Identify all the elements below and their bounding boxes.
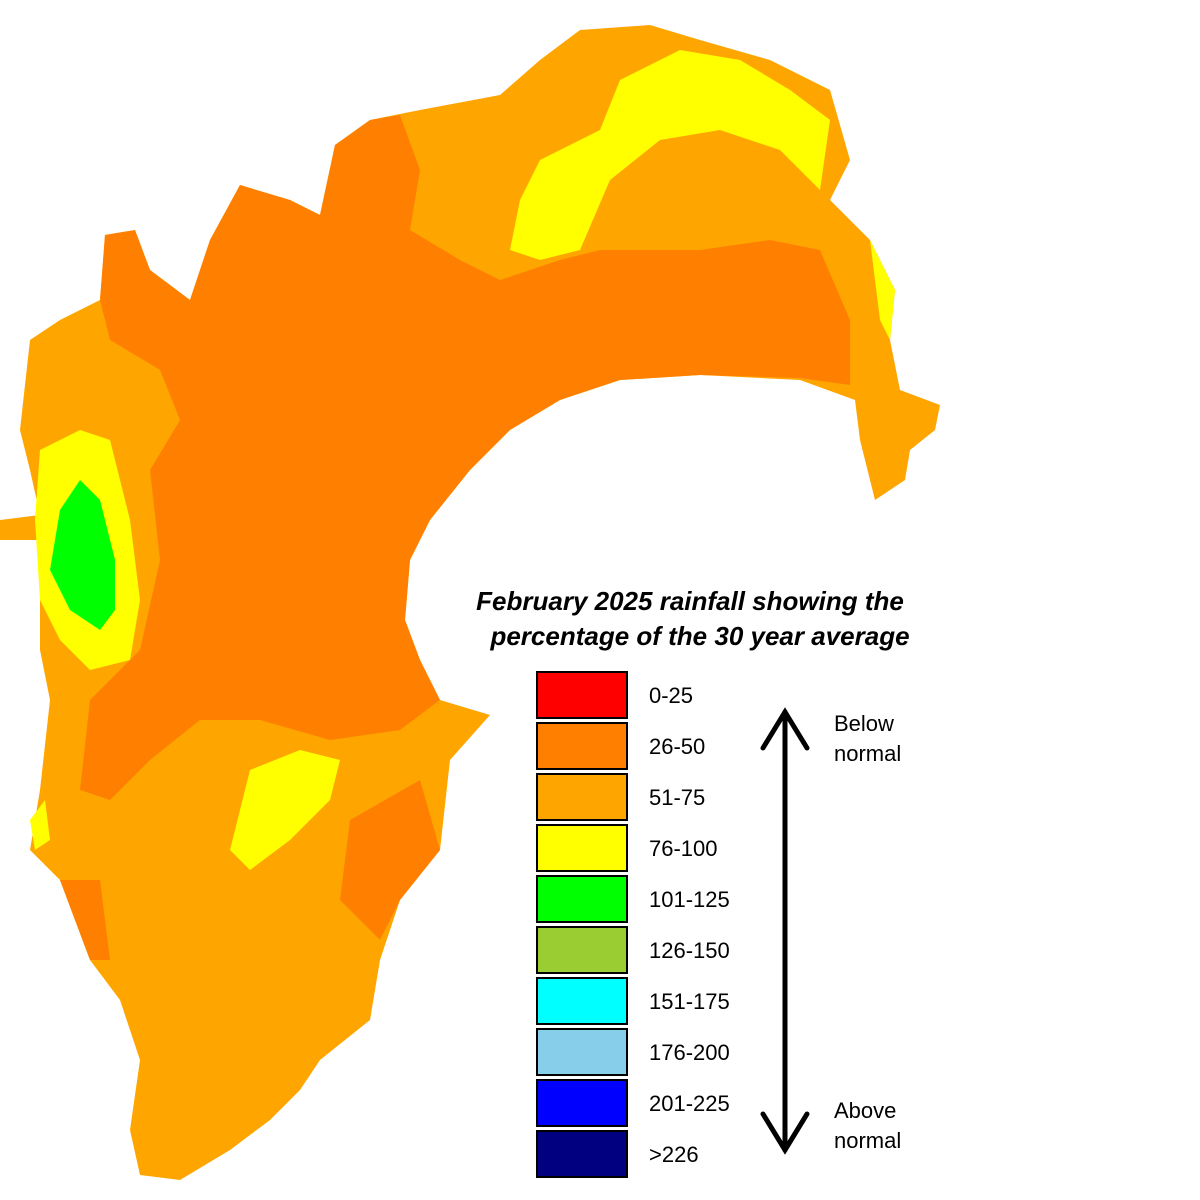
map-region [0, 25, 940, 1180]
legend-swatch [536, 977, 628, 1025]
land-26-50 [340, 780, 440, 940]
title-line: percentage of the 30 year average [489, 621, 909, 651]
legend-label: 201-225 [649, 1091, 730, 1116]
land-76-100 [30, 800, 50, 850]
legend-swatch [536, 773, 628, 821]
legend-label: 26-50 [649, 734, 705, 759]
arrow [760, 707, 810, 1155]
arrow-label: normal [834, 1128, 901, 1153]
legend-label: 51-75 [649, 785, 705, 810]
arrow-label: Below [834, 711, 894, 736]
legend-swatch [536, 1130, 628, 1178]
legend-label: 176-200 [649, 1040, 730, 1065]
legend-label: 76-100 [649, 836, 718, 861]
land-76-100 [510, 50, 830, 260]
land-76-100 [230, 750, 340, 870]
legend-swatch [536, 671, 628, 719]
legend-swatch [536, 926, 628, 974]
legend-swatch [536, 1079, 628, 1127]
land-26-50 [80, 115, 850, 800]
legend-label: 0-25 [649, 683, 693, 708]
legend-swatch [536, 1028, 628, 1076]
legend-label: 151-175 [649, 989, 730, 1014]
title-line: February 2025 rainfall showing the [476, 586, 904, 616]
legend-label: 126-150 [649, 938, 730, 963]
arrow-label: Above [834, 1098, 896, 1123]
legend-swatch [536, 722, 628, 770]
legend: 0-25 26-50 51-75 76-100 101-125 126-150 151-17… [536, 671, 730, 1178]
legend-label: >226 [649, 1142, 699, 1167]
land-101-125 [50, 480, 115, 630]
land-76-100 [870, 240, 895, 340]
legend-swatch [536, 875, 628, 923]
legend-label: 101-125 [649, 887, 730, 912]
land-26-50 [60, 880, 110, 960]
legend-swatch [536, 824, 628, 872]
arrow-label: normal [834, 741, 901, 766]
